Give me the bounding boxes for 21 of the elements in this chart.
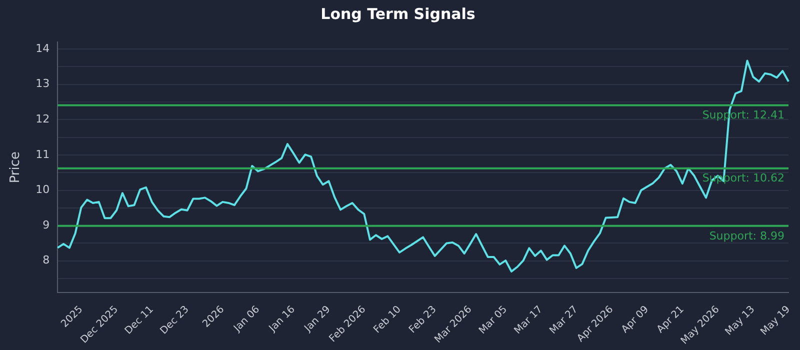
y-tick-label: 9 xyxy=(42,218,50,232)
y-tick-label: 11 xyxy=(36,148,50,161)
x-tick-label: Apr 21 xyxy=(655,304,686,336)
y-tick-label: 10 xyxy=(36,183,50,196)
x-tick-label: Dec 23 xyxy=(158,304,192,337)
x-tick-label: Jan 06 xyxy=(231,304,262,335)
y-tick-label: 8 xyxy=(42,254,50,267)
x-tick-label: Feb 23 xyxy=(407,304,439,336)
x-tick-label: Jan 16 xyxy=(266,304,298,335)
x-tick-label: Mar 17 xyxy=(512,304,545,336)
y-tick-label: 12 xyxy=(36,112,50,126)
y-tick-label: 13 xyxy=(36,77,50,90)
x-tick-label: Jan 29 xyxy=(302,304,333,335)
y-axis-title: Price xyxy=(8,151,24,184)
x-tick-label: Dec 11 xyxy=(123,304,156,337)
chart-title: Long Term Signals xyxy=(320,4,476,23)
x-tick-label: Feb 10 xyxy=(372,304,404,336)
y-tick-label: 14 xyxy=(36,42,50,55)
x-tick-label: Mar 05 xyxy=(477,304,510,336)
ref-line-label: Support: 8.99 xyxy=(709,229,785,242)
x-tick-label: Apr 09 xyxy=(620,304,651,336)
